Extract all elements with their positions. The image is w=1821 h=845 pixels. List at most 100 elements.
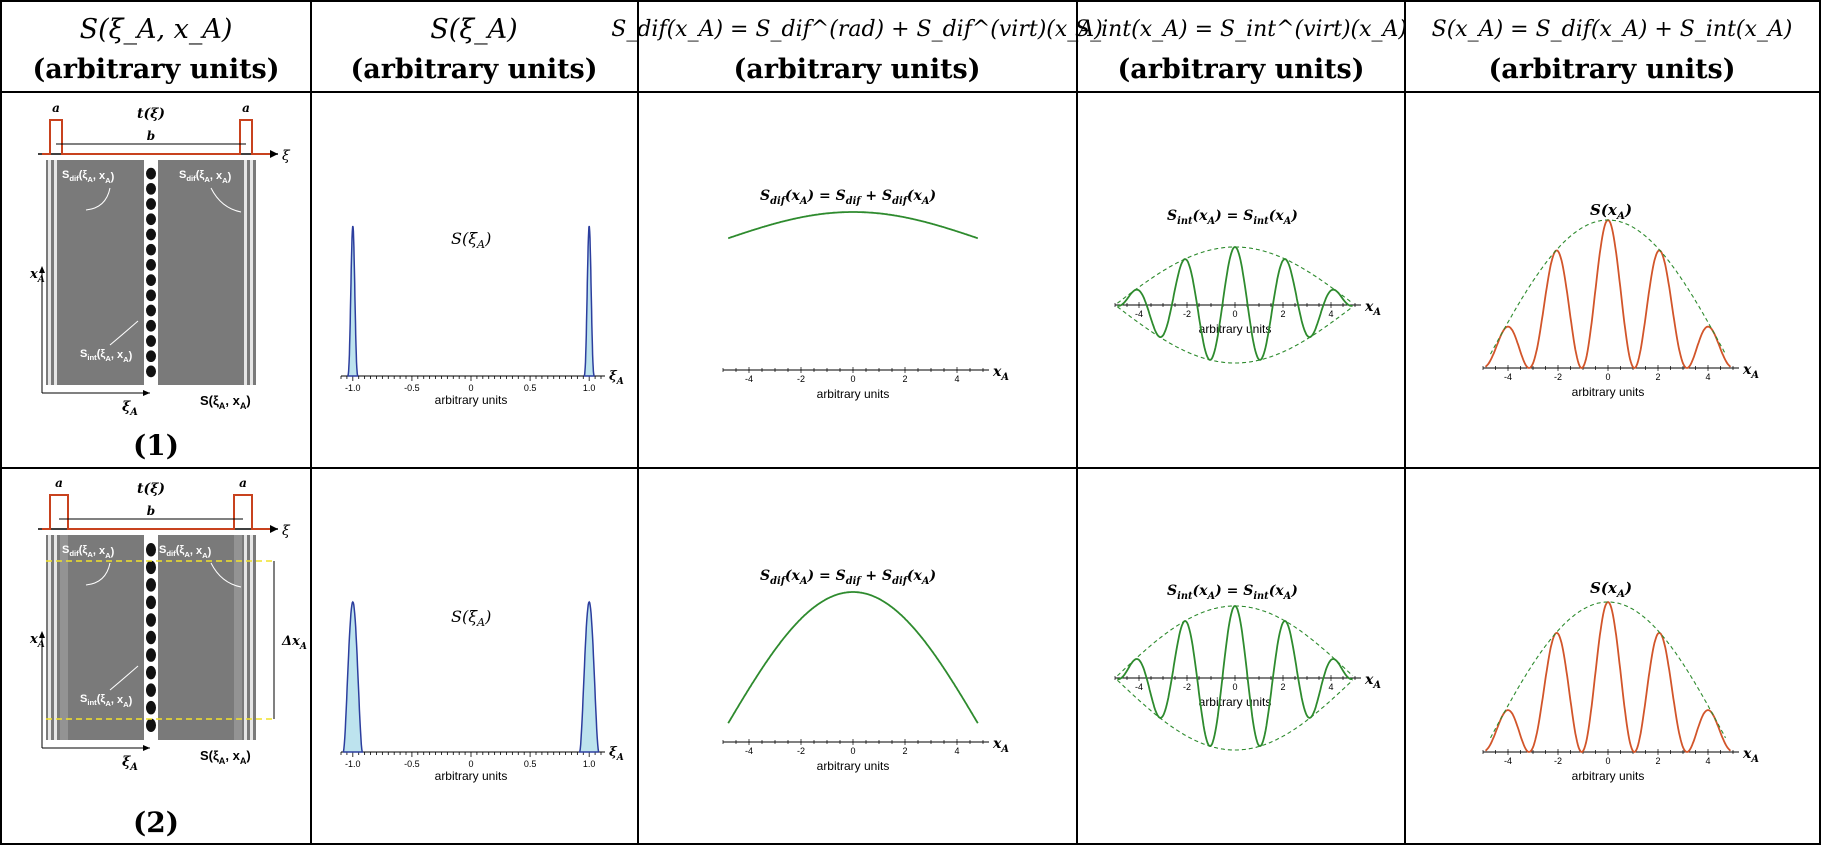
x-tick-label: 4 bbox=[954, 374, 959, 384]
x-units: arbitrary units bbox=[817, 759, 890, 773]
subscript: A bbox=[921, 576, 930, 587]
xi-tick-label: -0.5 bbox=[404, 759, 420, 769]
header-col-2: S(ξ_A) (arbitrary units) bbox=[350, 14, 597, 85]
subscript: A bbox=[87, 550, 93, 559]
xi-peak bbox=[578, 600, 600, 753]
x-axis-label: xA bbox=[1742, 746, 1759, 765]
xi-tick-label: -0.5 bbox=[404, 383, 420, 393]
xi-units: arbitrary units bbox=[435, 393, 508, 407]
x-units: arbitrary units bbox=[1572, 769, 1645, 783]
header-1-args: (ξ_A, x_A) bbox=[98, 14, 232, 45]
t-label: t(ξ) bbox=[137, 106, 165, 122]
dif-stripe bbox=[244, 535, 247, 740]
a-label-left: a bbox=[55, 476, 63, 490]
row-2-int-plot: -4 -2 0 2 4 xA arbitrary units Sint(xA) = Sint(… bbox=[1114, 583, 1381, 751]
xi-tick-label: 1.0 bbox=[583, 383, 596, 393]
delta-label: ΔxA bbox=[281, 634, 307, 652]
x-tick-label: 2 bbox=[1655, 756, 1660, 766]
header-1-main: S bbox=[80, 14, 99, 45]
subscript: A bbox=[476, 238, 485, 251]
dif-title: Sdif(xA) = Sdif + Sdif(xA) bbox=[760, 568, 936, 587]
x-units: arbitrary units bbox=[1572, 385, 1645, 399]
subscript: A bbox=[799, 576, 808, 587]
dif-glow bbox=[60, 535, 68, 740]
xi-peak bbox=[347, 225, 359, 377]
subscript: A bbox=[219, 401, 226, 411]
subscript: A bbox=[476, 616, 485, 629]
arrow-dif-right bbox=[210, 562, 242, 588]
dif-stripe bbox=[244, 160, 247, 385]
subscript: A bbox=[87, 175, 93, 184]
xi-tick-label: 0.5 bbox=[524, 383, 537, 393]
subscript: A bbox=[105, 176, 111, 185]
subscript: A bbox=[1283, 216, 1292, 227]
x-tick-label: 2 bbox=[902, 374, 907, 384]
x-axis-label: xA bbox=[1364, 672, 1381, 691]
subscript: dif bbox=[892, 196, 909, 207]
subscript: A bbox=[219, 756, 226, 766]
subscript: int bbox=[1177, 591, 1193, 602]
a-label-right: a bbox=[242, 101, 250, 115]
xi-tick-label: 0 bbox=[468, 383, 473, 393]
sum-curve bbox=[1484, 600, 1732, 753]
a-label-right: a bbox=[239, 476, 247, 490]
subscript: A bbox=[129, 762, 138, 773]
row-1-int-plot: -4 -2 0 2 4 xA arbitrary units Sint(xA) = Sint(… bbox=[1114, 208, 1381, 364]
subscript: A bbox=[799, 196, 808, 207]
subscript: A bbox=[37, 274, 45, 285]
header-1-formula: S(ξ_A, x_A) bbox=[80, 14, 233, 45]
fringe-dark bbox=[146, 613, 156, 627]
header-2-units: (arbitrary units) bbox=[350, 54, 597, 85]
row-1-sum-plot: -4 -2 0 2 4 xA arbitrary units S(xA) bbox=[1482, 201, 1759, 399]
subscript: A bbox=[1206, 216, 1215, 227]
fringe-dark bbox=[146, 213, 156, 226]
x-tick-label: 0 bbox=[1605, 372, 1610, 382]
dif-stripe bbox=[54, 535, 57, 740]
arrow-dif-right bbox=[210, 187, 242, 213]
x-tick-label: 4 bbox=[1705, 756, 1710, 766]
subscript: A bbox=[1283, 591, 1292, 602]
int-envelope-bottom bbox=[1117, 306, 1353, 364]
fringe-dark bbox=[146, 228, 156, 241]
arrow-int bbox=[109, 665, 139, 691]
xi-label: ξ bbox=[282, 523, 291, 539]
b-label: b bbox=[147, 129, 155, 143]
subscript: dif bbox=[69, 174, 79, 183]
xi-tick-label: 0 bbox=[468, 759, 473, 769]
int-title: Sint(xA) = Sint(xA) bbox=[1167, 583, 1298, 602]
fringe-dark bbox=[146, 335, 156, 347]
subscript: A bbox=[1372, 307, 1381, 318]
fringe-dark bbox=[146, 319, 156, 332]
subscript: dif bbox=[186, 174, 196, 183]
x-units: arbitrary units bbox=[1199, 322, 1272, 336]
subscript: int bbox=[87, 353, 97, 362]
x-axis-label: xA bbox=[992, 736, 1009, 755]
b-label: b bbox=[147, 504, 155, 518]
subscript: A bbox=[921, 196, 930, 207]
x-tick-label: -2 bbox=[797, 746, 805, 756]
sum-title: S(xA) bbox=[1590, 579, 1632, 600]
row-1-label: (1) bbox=[133, 429, 179, 462]
x-tick-label: 2 bbox=[902, 746, 907, 756]
x-tick-label: 4 bbox=[1328, 682, 1333, 692]
dif-stripe bbox=[250, 160, 253, 385]
x-tick-label: -4 bbox=[745, 746, 753, 756]
fringe-dark bbox=[146, 350, 156, 363]
fringe-dark bbox=[146, 198, 156, 210]
arrow-dif-left bbox=[85, 187, 111, 211]
subscript: A bbox=[37, 639, 45, 650]
S-label: S(ξA, xA) bbox=[200, 393, 251, 411]
x-tick-label: 2 bbox=[1655, 372, 1660, 382]
header-2-main: S bbox=[430, 14, 449, 45]
xi-peak bbox=[583, 225, 595, 377]
xi-plot-title: S(ξA) bbox=[451, 607, 491, 629]
sum-title: S(xA) bbox=[1590, 201, 1632, 222]
subscript: A bbox=[299, 641, 307, 652]
subscript: int bbox=[1253, 216, 1269, 227]
subscript: A bbox=[204, 175, 210, 184]
fringe-dark bbox=[146, 259, 156, 271]
subscript: int bbox=[87, 698, 97, 707]
sum-envelope bbox=[1490, 219, 1726, 355]
